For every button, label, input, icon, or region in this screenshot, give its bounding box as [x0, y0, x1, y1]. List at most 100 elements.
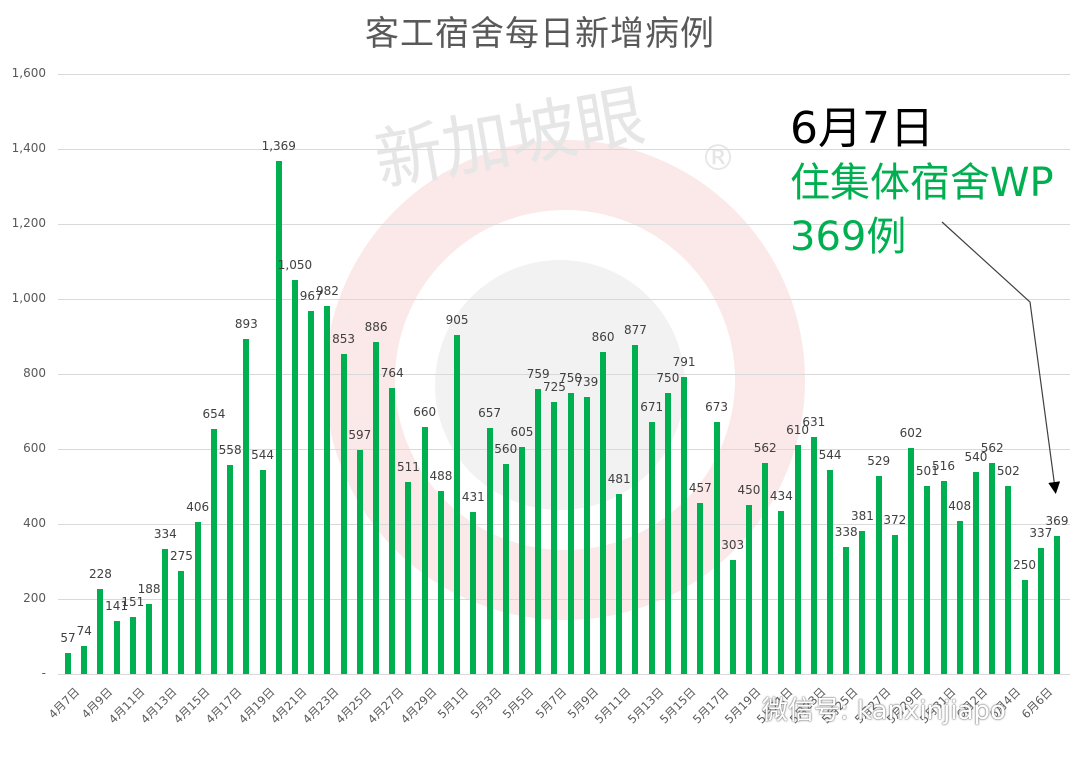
bar-value-label: 654 [202, 406, 226, 421]
bar [194, 521, 201, 674]
bar [745, 505, 752, 674]
bar [843, 547, 850, 674]
x-axis-tick-label: 5月1日 [435, 684, 472, 722]
bar-value-label: 905 [445, 312, 469, 327]
y-axis-tick-label: 600 [23, 441, 46, 455]
bar [129, 617, 136, 674]
bar-value-label: 725 [542, 380, 566, 395]
bar [729, 560, 736, 674]
gridline [58, 299, 1070, 300]
bar [275, 160, 282, 674]
bar-value-label: 657 [478, 405, 501, 420]
bar [891, 534, 898, 674]
bar-value-label: 562 [753, 441, 777, 456]
y-axis-tick-label: 200 [23, 591, 46, 605]
bar [243, 339, 250, 674]
bar [648, 422, 655, 674]
bar-value-label: 57 [60, 630, 76, 645]
bar-value-label: 562 [980, 441, 1004, 456]
bar [1021, 580, 1028, 674]
bar-value-label: 673 [705, 399, 728, 414]
y-axis-tick-label: 800 [23, 366, 46, 380]
bar [324, 305, 331, 674]
bar [291, 280, 298, 674]
annotation-value: 369例 [790, 214, 907, 260]
bar-value-label: 877 [624, 323, 647, 338]
bar [340, 354, 347, 674]
y-axis-tick-label: 1,600 [11, 66, 46, 80]
bar-value-label: 671 [640, 400, 664, 415]
y-axis-tick-label: 400 [23, 516, 46, 530]
bar [1054, 535, 1060, 674]
gridline [58, 374, 1070, 375]
bar-value-label: 228 [88, 566, 112, 581]
x-axis-tick-label: 4月7日 [46, 684, 83, 722]
bar [859, 531, 866, 674]
bar [373, 341, 380, 674]
bar-value-label: 372 [883, 512, 907, 527]
bar-value-label: 610 [786, 423, 810, 438]
bar [681, 377, 688, 674]
bar [551, 402, 558, 674]
bar-value-label: 275 [170, 548, 193, 563]
bar [956, 521, 963, 674]
bar [518, 447, 525, 674]
y-axis-tick-label: - [41, 666, 46, 680]
bar-value-label: 886 [364, 319, 388, 334]
gridline [58, 524, 1070, 525]
bar [259, 470, 266, 674]
bar [924, 486, 931, 674]
bar-value-label: 631 [802, 415, 826, 430]
bar [810, 437, 817, 674]
gridline [58, 224, 1070, 225]
annotation-label: 住集体宿舍WP [790, 160, 1054, 206]
bar [421, 426, 428, 674]
bar-value-label: 1,369 [261, 138, 296, 153]
bar-value-label: 431 [461, 490, 485, 505]
bar-value-label: 338 [834, 525, 858, 540]
bar [389, 387, 396, 674]
bar-value-label: 558 [218, 442, 242, 457]
bar-value-label: 529 [867, 453, 891, 468]
gridline [58, 149, 1070, 150]
bar-value-label: 369 [1045, 513, 1069, 528]
bar [697, 502, 704, 674]
bar [778, 511, 785, 674]
bar-value-label: 853 [332, 332, 356, 347]
bar [827, 470, 834, 674]
wechat-watermark: 微信号: kanxinjiapo [762, 696, 1006, 726]
bar [162, 548, 169, 674]
bar-value-label: 791 [672, 355, 696, 370]
bar-value-label: 408 [948, 499, 972, 513]
bar-value-label: 141 [105, 599, 129, 614]
svg-text:新加坡眼: 新加坡眼 [369, 77, 651, 202]
bar [405, 482, 412, 674]
bar-value-label: 764 [380, 365, 404, 380]
bar-value-label: 511 [397, 460, 420, 475]
y-axis-tick-label: 1,000 [11, 291, 46, 305]
bar [535, 389, 542, 674]
bar-value-label: 759 [526, 367, 550, 382]
bar-value-label: 250 [1013, 558, 1037, 573]
gridline [58, 674, 1070, 675]
bar [470, 512, 477, 674]
bar [502, 464, 509, 674]
bar [113, 621, 120, 674]
bar [308, 311, 315, 674]
bar-value-label: 893 [234, 317, 258, 332]
bar-value-label: 334 [153, 526, 177, 541]
bar [875, 475, 882, 674]
bar [940, 480, 947, 674]
bar-value-label: 303 [721, 538, 745, 553]
bar [227, 464, 234, 674]
bar [616, 493, 623, 674]
annotation-date: 6月7日 [790, 103, 934, 154]
bar [664, 392, 671, 674]
bar-value-label: 457 [688, 480, 712, 495]
bar [632, 345, 639, 674]
bar [794, 445, 801, 674]
bar [567, 392, 574, 674]
bar [178, 570, 185, 674]
bar-value-label: 502 [996, 463, 1020, 478]
bar-value-label: 602 [899, 426, 923, 441]
